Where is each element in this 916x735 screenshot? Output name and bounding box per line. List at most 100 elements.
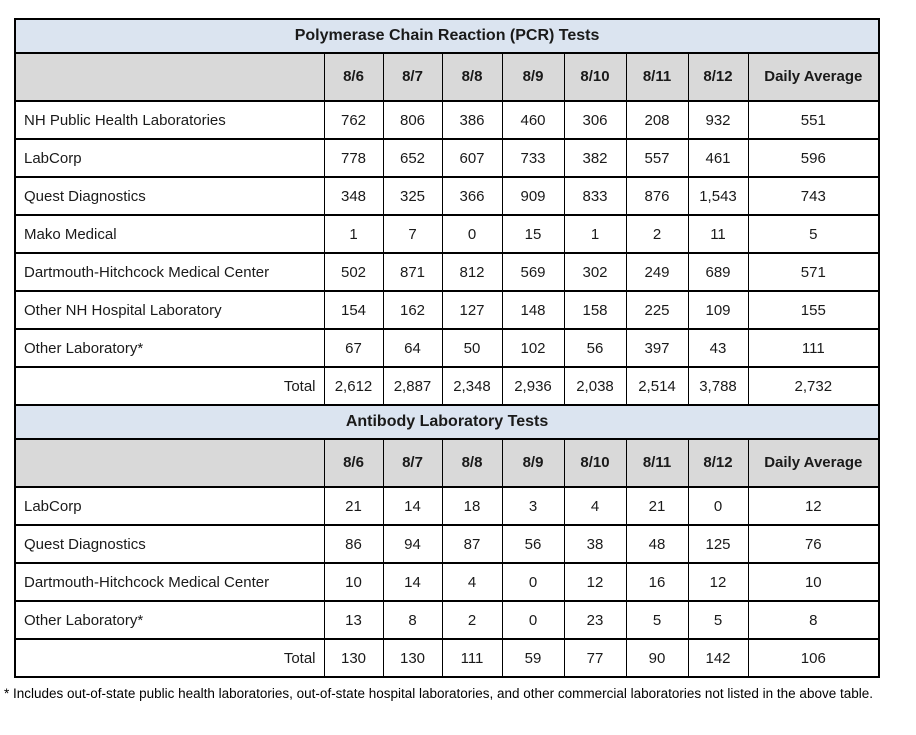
cell-value: 366 [441,176,503,216]
cell-value: 5 [747,214,880,254]
column-header: 8/11 [625,438,689,488]
cell-value: 76 [747,524,880,564]
cell-value: 502 [323,252,384,292]
row-label: Dartmouth-Hitchcock Medical Center [14,562,325,602]
table-row: NH Public Health Laboratories 762 806 386 46… [14,100,880,140]
column-header: 8/11 [625,52,689,102]
cell-value: 557 [625,138,689,178]
cell-value: 125 [687,524,749,564]
row-label: Quest Diagnostics [14,524,325,564]
total-value: 142 [687,638,749,678]
cell-value: 1 [563,214,627,254]
table-title: Polymerase Chain Reaction (PCR) Tests [14,18,880,54]
column-header: 8/10 [563,438,627,488]
cell-value: 15 [501,214,565,254]
total-value: 90 [625,638,689,678]
cell-value: 607 [441,138,503,178]
cell-value: 5 [687,600,749,640]
column-header: 8/6 [323,438,384,488]
cell-value: 56 [501,524,565,564]
row-label: Mako Medical [14,214,325,254]
cell-value: 14 [382,486,443,526]
cell-value: 461 [687,138,749,178]
cell-value: 8 [747,600,880,640]
cell-value: 208 [625,100,689,140]
cell-value: 8 [382,600,443,640]
cell-value: 382 [563,138,627,178]
column-header: 8/9 [501,438,565,488]
blank-header-cell [14,438,325,488]
cell-value: 43 [687,328,749,368]
cell-value: 551 [747,100,880,140]
table-title: Antibody Laboratory Tests [14,404,880,440]
total-value: 2,732 [747,366,880,406]
column-header: 8/12 [687,52,749,102]
cell-value: 4 [563,486,627,526]
total-value: 2,348 [441,366,503,406]
column-header: Daily Average [747,438,880,488]
total-value: 2,612 [323,366,384,406]
cell-value: 833 [563,176,627,216]
cell-value: 64 [382,328,443,368]
column-header: Daily Average [747,52,880,102]
row-label: Quest Diagnostics [14,176,325,216]
row-label: Other Laboratory* [14,328,325,368]
cell-value: 56 [563,328,627,368]
cell-value: 0 [501,562,565,602]
total-value: 2,936 [501,366,565,406]
cell-value: 225 [625,290,689,330]
footnote-text: * Includes out-of-state public health la… [4,686,873,701]
cell-value: 325 [382,176,443,216]
cell-value: 571 [747,252,880,292]
cell-value: 50 [441,328,503,368]
cell-value: 932 [687,100,749,140]
cell-value: 569 [501,252,565,292]
row-label: LabCorp [14,486,325,526]
total-row: Total 2,612 2,887 2,348 2,936 2,038 2,514 3,788… [14,366,880,406]
table-row: LabCorp 778 652 607 733 382 557 461 596 [14,138,880,178]
table-row: Other NH Hospital Laboratory 154 162 127 148… [14,290,880,330]
cell-value: 762 [323,100,384,140]
cell-value: 109 [687,290,749,330]
cell-value: 38 [563,524,627,564]
cell-value: 871 [382,252,443,292]
cell-value: 87 [441,524,503,564]
cell-value: 23 [563,600,627,640]
cell-value: 0 [441,214,503,254]
column-header: 8/6 [323,52,384,102]
cell-value: 10 [323,562,384,602]
cell-value: 0 [501,600,565,640]
cell-value: 812 [441,252,503,292]
table-row: LabCorp 21 14 18 3 4 21 0 12 [14,486,880,526]
cell-value: 16 [625,562,689,602]
cell-value: 154 [323,290,384,330]
row-label: Dartmouth-Hitchcock Medical Center [14,252,325,292]
cell-value: 909 [501,176,565,216]
cell-value: 460 [501,100,565,140]
cell-value: 10 [747,562,880,602]
row-label: NH Public Health Laboratories [14,100,325,140]
column-header: 8/10 [563,52,627,102]
cell-value: 86 [323,524,384,564]
table-row: Other Laboratory* 67 64 50 102 56 397 43 111 [14,328,880,368]
column-header-row: 8/6 8/7 8/8 8/9 8/10 8/11 8/12 Daily Average [14,438,880,488]
cell-value: 778 [323,138,384,178]
total-row: Total 130 130 111 59 77 90 142 106 [14,638,880,678]
cell-value: 12 [563,562,627,602]
data-table: Antibody Laboratory Tests 8/6 8/7 8/8 8/9 8/1… [14,404,881,678]
total-value: 111 [441,638,503,678]
cell-value: 127 [441,290,503,330]
cell-value: 155 [747,290,880,330]
tables-container: Polymerase Chain Reaction (PCR) Tests 8/6… [14,18,881,678]
cell-value: 148 [501,290,565,330]
total-label: Total [14,366,325,406]
column-header-row: 8/6 8/7 8/8 8/9 8/10 8/11 8/12 Daily Average [14,52,880,102]
total-value: 106 [747,638,880,678]
cell-value: 2 [625,214,689,254]
cell-value: 1,543 [687,176,749,216]
table-row: Dartmouth-Hitchcock Medical Center 10 14 4 0… [14,562,880,602]
total-value: 2,887 [382,366,443,406]
cell-value: 652 [382,138,443,178]
cell-value: 1 [323,214,384,254]
column-header: 8/8 [441,438,503,488]
